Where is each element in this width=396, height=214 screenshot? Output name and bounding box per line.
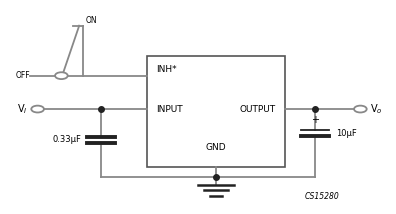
Circle shape <box>354 106 367 113</box>
Text: +: + <box>311 115 319 125</box>
Text: CS15280: CS15280 <box>305 192 340 201</box>
Text: INPUT: INPUT <box>156 105 183 114</box>
Circle shape <box>31 106 44 113</box>
Text: V$_I$: V$_I$ <box>17 102 28 116</box>
Text: GND: GND <box>206 143 226 152</box>
Text: 0.33μF: 0.33μF <box>52 135 81 144</box>
Text: 10μF: 10μF <box>336 129 356 138</box>
Text: OUTPUT: OUTPUT <box>239 105 275 114</box>
Text: INH*: INH* <box>156 65 177 74</box>
Text: OFF: OFF <box>16 71 30 80</box>
Text: ON: ON <box>85 16 97 25</box>
Text: V$_o$: V$_o$ <box>370 102 383 116</box>
Circle shape <box>55 72 68 79</box>
Bar <box>147 56 285 167</box>
